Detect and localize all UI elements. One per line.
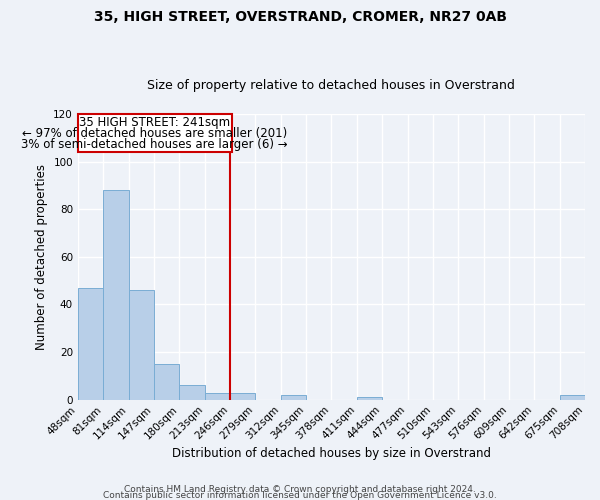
Text: 35, HIGH STREET, OVERSTRAND, CROMER, NR27 0AB: 35, HIGH STREET, OVERSTRAND, CROMER, NR2… [94, 10, 506, 24]
Bar [281, 395, 306, 400]
Bar [128, 290, 154, 400]
Title: Size of property relative to detached houses in Overstrand: Size of property relative to detached ho… [148, 79, 515, 92]
Bar [205, 392, 230, 400]
Bar [103, 190, 128, 400]
Bar [78, 288, 103, 400]
Bar [357, 398, 382, 400]
FancyBboxPatch shape [78, 114, 232, 152]
Bar [560, 395, 585, 400]
Text: 35 HIGH STREET: 241sqm: 35 HIGH STREET: 241sqm [79, 116, 230, 130]
Text: Contains HM Land Registry data © Crown copyright and database right 2024.: Contains HM Land Registry data © Crown c… [124, 484, 476, 494]
Bar [230, 392, 256, 400]
Text: ← 97% of detached houses are smaller (201): ← 97% of detached houses are smaller (20… [22, 127, 287, 140]
Text: Contains public sector information licensed under the Open Government Licence v3: Contains public sector information licen… [103, 490, 497, 500]
Y-axis label: Number of detached properties: Number of detached properties [35, 164, 47, 350]
Bar [154, 364, 179, 400]
Text: 3% of semi-detached houses are larger (6) →: 3% of semi-detached houses are larger (6… [22, 138, 288, 151]
X-axis label: Distribution of detached houses by size in Overstrand: Distribution of detached houses by size … [172, 447, 491, 460]
Bar [179, 386, 205, 400]
